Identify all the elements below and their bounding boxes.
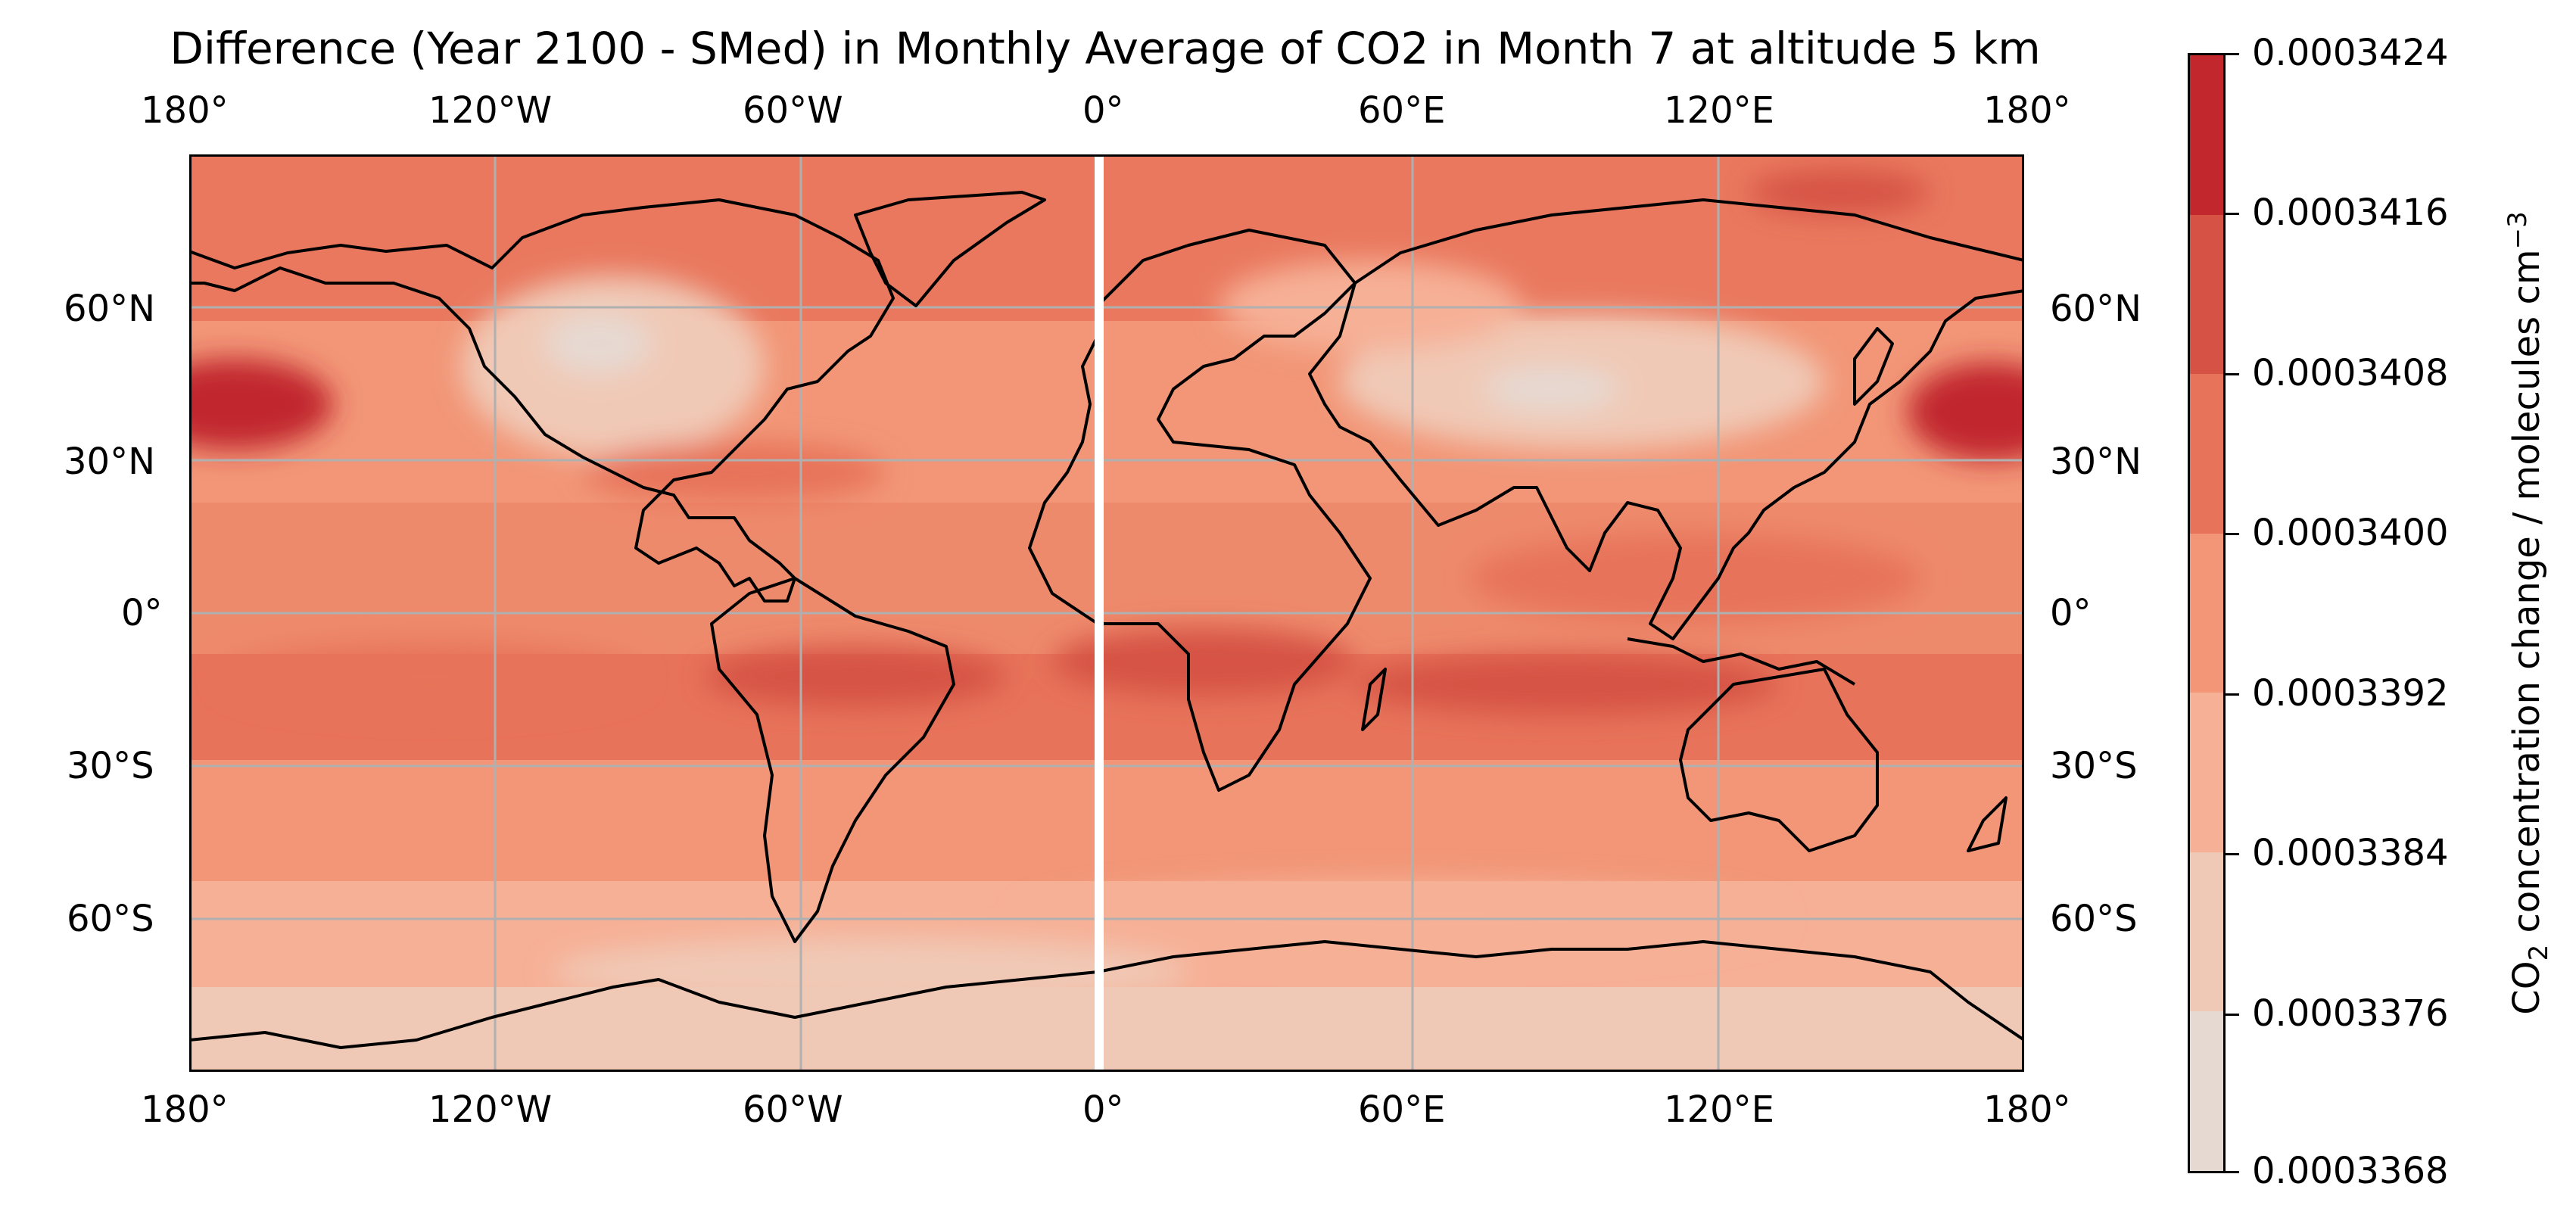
map-plot — [189, 154, 2024, 1072]
meridian-gap — [1095, 154, 1104, 1072]
colorbar-title-sub: 2 — [2523, 944, 2554, 961]
colorbar-title-main: CO — [2506, 961, 2549, 1015]
blob-asia-pale — [1484, 366, 1620, 412]
lon-bottom-60e: 60°E — [1358, 1088, 1446, 1131]
colorbar-tick-0 — [2226, 53, 2239, 55]
blob-pacific-east — [1908, 363, 2024, 461]
map-title: Difference (Year 2100 - SMed) in Monthly… — [170, 23, 2041, 74]
lon-top-180w: 180° — [141, 89, 229, 132]
lat-left-60n: 60°N — [64, 288, 155, 330]
colorbar-label-5: 0.0003384 — [2252, 832, 2449, 874]
colorbar-label-1: 0.0003416 — [2252, 192, 2449, 234]
colorbar — [2188, 53, 2226, 1173]
colorbar-tick-5 — [2226, 853, 2239, 855]
blob-tropic-pac — [220, 643, 643, 711]
colorbar-level-6 — [2190, 214, 2223, 375]
colorbar-label-2: 0.0003408 — [2252, 352, 2449, 394]
lon-top-0: 0° — [1082, 89, 1124, 132]
colorbar-label-0: 0.0003424 — [2252, 32, 2449, 74]
colorbar-title: CO2 concentration change / molecules cm−… — [2503, 211, 2554, 1014]
colorbar-tick-3 — [2226, 533, 2239, 535]
blob-pacific-west — [189, 359, 333, 450]
blob-pacific-sub — [1469, 533, 1923, 624]
coast-north-america — [189, 198, 895, 603]
colorbar-tick-4 — [2226, 693, 2239, 696]
coast-greenland — [854, 191, 1046, 307]
lat-left-60s: 60°S — [67, 898, 154, 940]
coast-indonesia — [1627, 637, 1856, 686]
lon-bottom-0: 0° — [1082, 1088, 1124, 1131]
lon-top-180e: 180° — [1983, 89, 2071, 132]
lon-top-120w: 120°W — [428, 89, 553, 132]
coast-europe-africa — [1028, 229, 1372, 792]
colorbar-title-rest: concentration change / molecules cm — [2506, 249, 2549, 945]
lon-bottom-180e: 180° — [1983, 1088, 2071, 1131]
band-south-mid — [189, 760, 2024, 881]
map-frame — [189, 154, 2024, 1072]
colorbar-label-3: 0.0003400 — [2252, 512, 2449, 554]
lon-top-60e: 60°E — [1358, 89, 1446, 132]
lat-left-0: 0° — [121, 592, 163, 634]
colorbar-level-2 — [2190, 852, 2223, 1012]
colorbar-tick-6 — [2226, 1014, 2239, 1016]
lat-right-60s: 60°S — [2050, 898, 2138, 940]
colorbar-tick-2 — [2226, 373, 2239, 375]
colorbar-label-4: 0.0003392 — [2252, 672, 2449, 715]
blob-tropic-af — [1052, 628, 1355, 696]
lat-left-30s: 30°S — [67, 745, 154, 787]
band-antarctic — [189, 987, 2024, 1072]
lat-left-30n: 30°N — [64, 441, 155, 483]
coast-asia — [1308, 198, 2024, 640]
colorbar-title-sup: −3 — [2503, 211, 2534, 250]
colorbar-level-7 — [2190, 55, 2223, 215]
colorbar-label-7: 0.0003368 — [2252, 1150, 2449, 1192]
colorbar-level-5 — [2190, 374, 2223, 534]
lon-bottom-60w: 60°W — [743, 1088, 843, 1131]
lon-top-120e: 120°E — [1664, 89, 1774, 132]
lat-right-0: 0° — [2050, 592, 2092, 634]
blob-tropic-io — [1355, 654, 1779, 715]
blob-atlantic-dark — [583, 442, 886, 503]
coast-new-zealand — [1967, 796, 2008, 852]
colorbar-label-6: 0.0003376 — [2252, 992, 2449, 1035]
lon-bottom-120e: 120°E — [1664, 1088, 1774, 1131]
coast-south-america — [710, 577, 955, 943]
lon-bottom-120w: 120°W — [428, 1088, 553, 1131]
lon-bottom-180w: 180° — [141, 1088, 229, 1131]
coast-australia — [1679, 668, 1879, 852]
colorbar-level-1 — [2190, 1011, 2223, 1171]
blob-europe-light — [1219, 260, 1522, 351]
coast-madagascar — [1361, 668, 1387, 731]
lat-right-60n: 60°N — [2050, 288, 2141, 330]
lat-right-30s: 30°S — [2050, 745, 2138, 787]
colorbar-level-4 — [2190, 533, 2223, 693]
lon-top-60w: 60°W — [743, 89, 843, 132]
blob-america-pale — [545, 313, 651, 374]
blob-arctic-dark — [1749, 170, 1930, 215]
blob-south-pale — [553, 938, 1188, 1006]
colorbar-tick-7 — [2226, 1171, 2239, 1173]
colorbar-tick-1 — [2226, 213, 2239, 215]
blob-tropic-sa — [704, 646, 1007, 707]
lat-right-30n: 30°N — [2050, 441, 2141, 483]
coast-japan — [1853, 327, 1894, 406]
colorbar-level-3 — [2190, 693, 2223, 852]
